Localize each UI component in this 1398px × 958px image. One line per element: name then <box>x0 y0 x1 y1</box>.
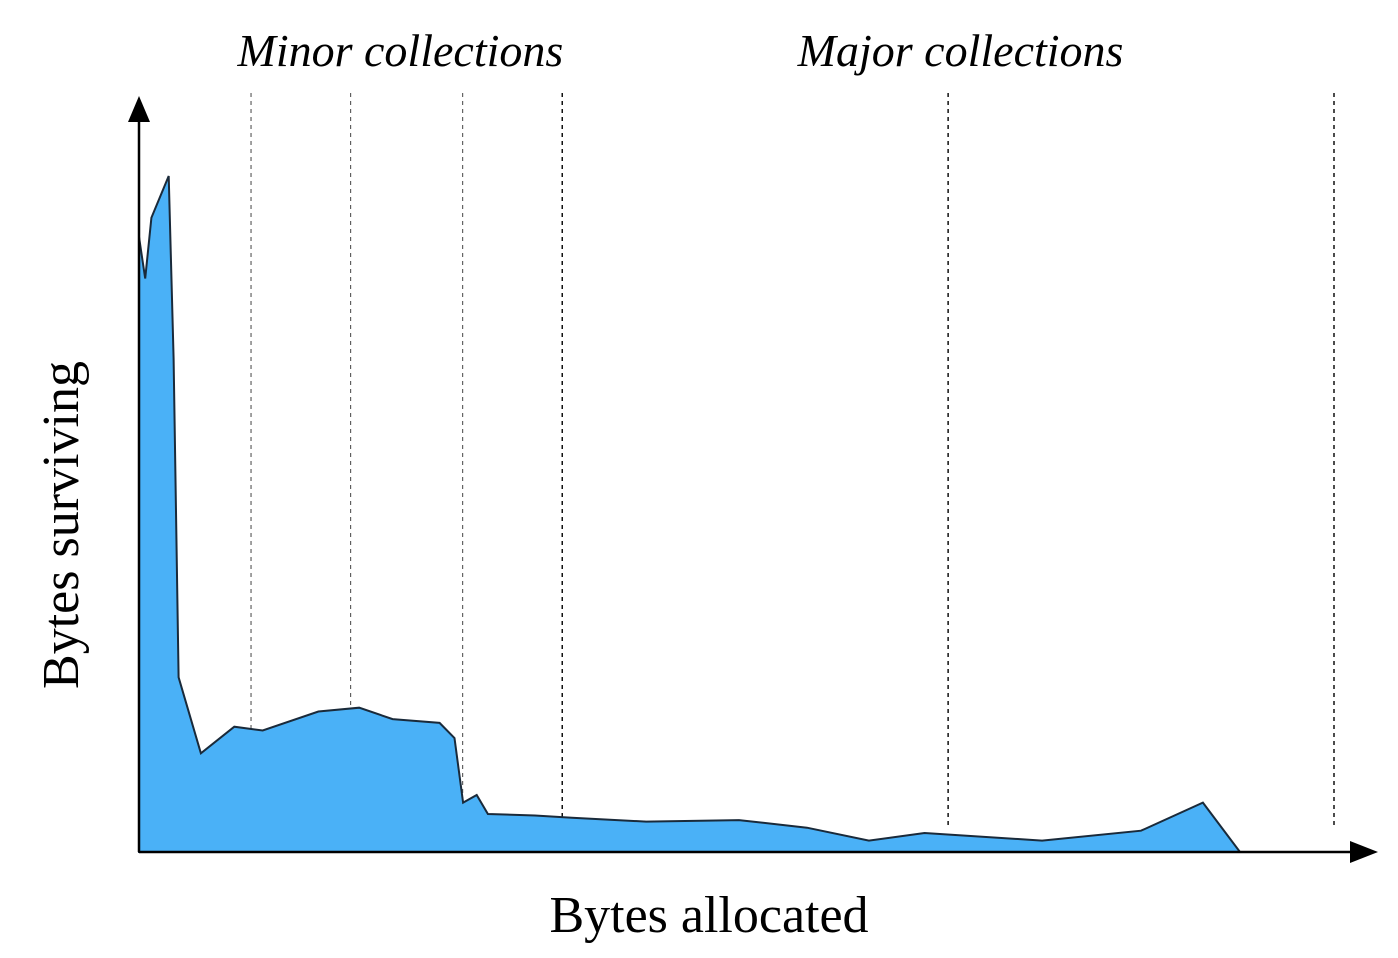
y-axis-label: Bytes surviving <box>33 361 90 689</box>
minor-collections-label: Minor collections <box>237 25 564 76</box>
x-axis-arrow-icon <box>1350 841 1378 863</box>
y-axis-arrow-icon <box>128 96 150 122</box>
collection-dividers <box>250 93 1335 826</box>
bytes-surviving-area <box>138 175 1243 853</box>
major-collections-label: Major collections <box>797 25 1124 76</box>
x-axis-label: Bytes allocated <box>549 887 868 944</box>
region-annotations: Minor collections Major collections <box>237 25 1124 76</box>
